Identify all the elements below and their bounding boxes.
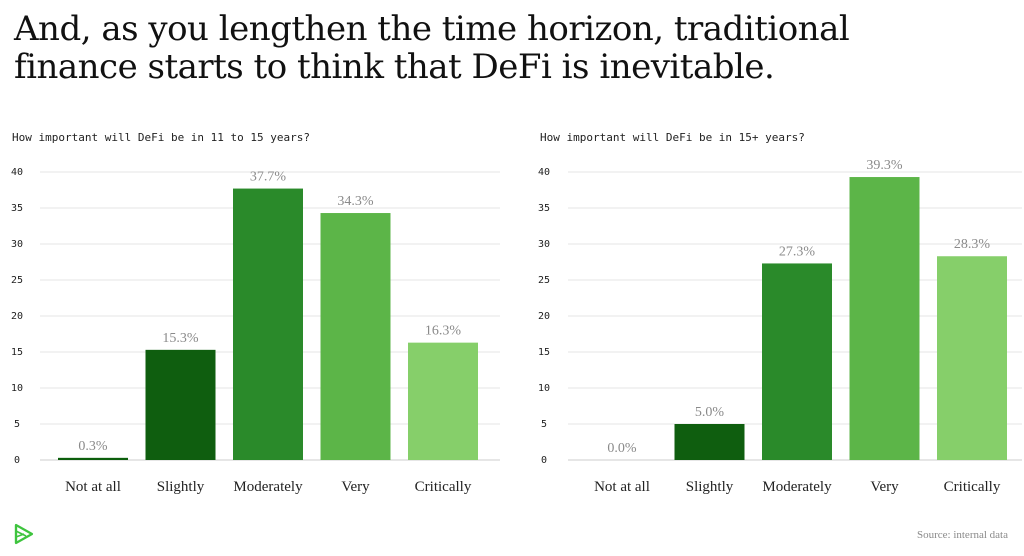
y-tick-label: 5	[14, 419, 20, 430]
bar-slightly	[145, 349, 216, 460]
category-label: Very	[341, 479, 370, 495]
y-tick-label: 30	[538, 239, 550, 250]
green-play-logo-icon	[14, 523, 34, 545]
category-label: Slightly	[157, 479, 205, 495]
source-note: Source: internal data	[916, 529, 1008, 541]
y-tick-label: 25	[538, 275, 550, 286]
bar-moderately	[762, 263, 832, 460]
y-tick-label: 40	[538, 167, 550, 178]
data-label: 15.3%	[162, 331, 199, 346]
y-tick-label: 20	[538, 311, 550, 322]
y-tick-label: 0	[14, 455, 20, 466]
category-label: Moderately	[762, 479, 832, 495]
y-tick-label: 25	[11, 275, 23, 286]
chart-title: How important will DeFi be in 15+ years?	[540, 131, 805, 144]
chart-1: How important will DeFi be in 11 to 15 y…	[11, 131, 500, 495]
category-label: Slightly	[686, 479, 734, 495]
headline-line-2: finance starts to think that DeFi is ine…	[14, 47, 775, 87]
category-label: Moderately	[233, 479, 303, 495]
bar-critically	[937, 256, 1007, 460]
category-label: Critically	[944, 479, 1001, 495]
bar-very	[320, 213, 391, 460]
data-label: 5.0%	[695, 405, 725, 420]
data-label: 34.3%	[337, 194, 374, 209]
y-tick-label: 15	[11, 347, 23, 358]
y-tick-label: 20	[11, 311, 23, 322]
headline: And, as you lengthen the time horizon, t…	[14, 10, 914, 86]
data-label: 28.3%	[954, 237, 991, 252]
data-label: 27.3%	[779, 244, 816, 259]
y-tick-label: 15	[538, 347, 550, 358]
data-label: 16.3%	[425, 324, 462, 339]
data-label: 0.3%	[78, 439, 108, 454]
chart-2: How important will DeFi be in 15+ years?…	[538, 131, 1022, 495]
headline-line-1: And, as you lengthen the time horizon, t…	[14, 9, 850, 49]
y-tick-label: 10	[11, 383, 23, 394]
bar-very	[849, 177, 920, 461]
bar-slightly	[674, 424, 745, 460]
data-label: 39.3%	[866, 158, 903, 173]
y-tick-label: 30	[11, 239, 23, 250]
y-tick-label: 10	[538, 383, 550, 394]
y-tick-label: 5	[541, 419, 547, 430]
y-tick-label: 40	[11, 167, 23, 178]
y-tick-label: 35	[11, 203, 23, 214]
data-label: 37.7%	[250, 170, 287, 185]
y-tick-label: 0	[541, 455, 547, 466]
category-label: Not at all	[65, 479, 121, 495]
bar-moderately	[233, 188, 303, 460]
data-label: 0.0%	[607, 441, 637, 456]
y-tick-label: 35	[538, 203, 550, 214]
chart-title: How important will DeFi be in 11 to 15 y…	[12, 131, 310, 144]
category-label: Very	[870, 479, 899, 495]
bar-critically	[408, 342, 478, 460]
category-label: Not at all	[594, 479, 650, 495]
category-label: Critically	[415, 479, 472, 495]
bar-not-at-all	[58, 457, 128, 460]
